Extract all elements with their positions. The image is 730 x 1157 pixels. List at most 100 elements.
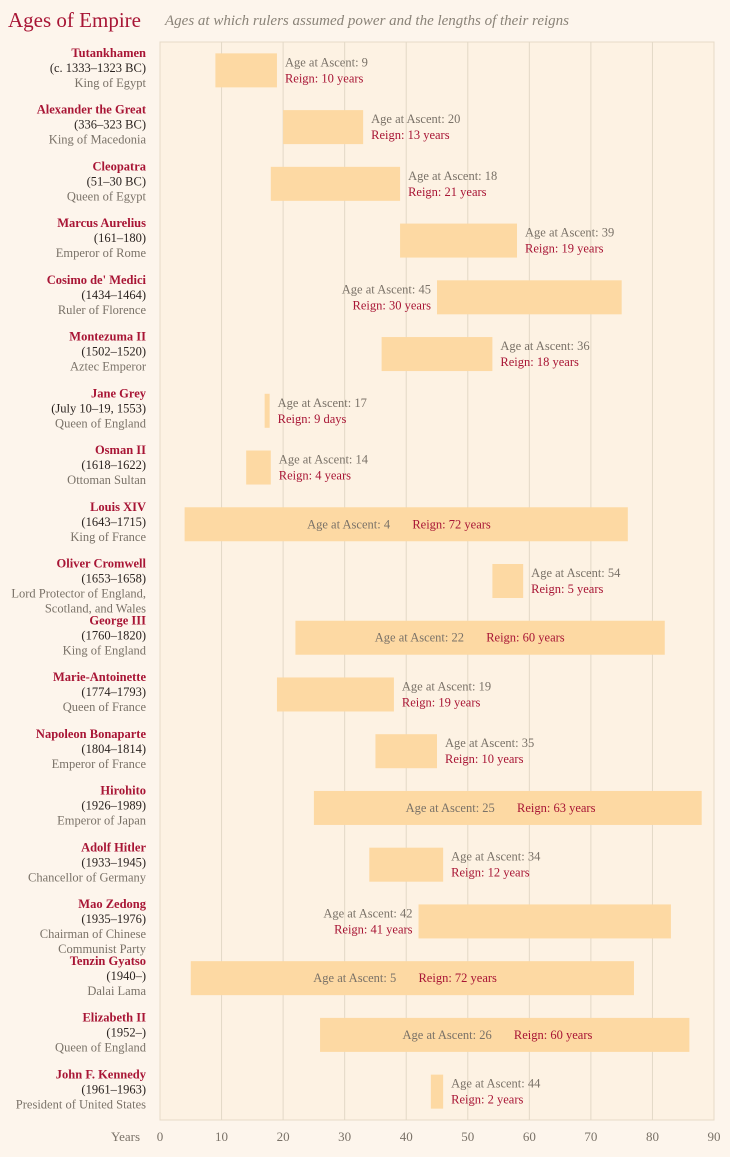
ruler-role: King of France: [70, 530, 146, 544]
bar: [276, 677, 394, 712]
ascent-label: Age at Ascent: 35: [445, 736, 534, 750]
ruler-name: Cleopatra: [93, 159, 147, 173]
reign-label: Reign: 60 years: [486, 631, 565, 645]
ruler-dates: (1618–1622): [81, 458, 146, 472]
x-axis-label: Years: [111, 1129, 140, 1144]
ascent-label: Age at Ascent: 14: [279, 453, 369, 467]
ruler-dates: (July 10–19, 1553): [51, 401, 146, 415]
bars: [184, 53, 702, 1109]
ruler-role: Queen of Egypt: [67, 189, 147, 203]
ruler-name: Hirohito: [100, 784, 146, 798]
bar: [369, 847, 444, 882]
reign-label: Reign: 5 years: [531, 582, 603, 596]
ruler-dates: (1933–1945): [81, 855, 146, 869]
x-tick-label: 70: [584, 1129, 597, 1144]
reign-label: Reign: 19 years: [525, 242, 604, 256]
ruler-role: President of United States: [16, 1097, 146, 1111]
x-tick-label: 10: [215, 1129, 228, 1144]
ruler-name: Marie-Antoinette: [53, 670, 146, 684]
ascent-label: Age at Ascent: 17: [278, 396, 367, 410]
ascent-label: Age at Ascent: 22: [375, 631, 464, 645]
reign-label: Reign: 13 years: [371, 128, 450, 142]
ruler-name: Marcus Aurelius: [57, 216, 146, 230]
bar: [418, 904, 671, 939]
ruler-name: Jane Grey: [91, 386, 147, 400]
ruler-dates: (1653–1658): [81, 572, 146, 586]
ruler-dates: (51–30 BC): [87, 174, 146, 188]
ruler-name: Tenzin Gyatso: [70, 954, 146, 968]
x-tick-label: 0: [157, 1129, 164, 1144]
x-tick-label: 50: [461, 1129, 474, 1144]
ruler-dates: (1804–1814): [81, 742, 146, 756]
ruler-name: Montezuma II: [69, 330, 146, 344]
ruler-name: Elizabeth II: [82, 1011, 146, 1025]
x-axis: 0 10 20 30 40 50 60 70 80 90 Years: [111, 1129, 721, 1144]
ruler-dates: (1502–1520): [81, 345, 146, 359]
ascent-label: Age at Ascent: 26: [403, 1028, 492, 1042]
ruler-role: Ottoman Sultan: [67, 473, 147, 487]
ruler-role: Lord Protector of England,: [11, 587, 146, 601]
bar: [283, 110, 364, 145]
ascent-label: Age at Ascent: 9: [285, 55, 368, 69]
reign-label: Reign: 18 years: [500, 355, 579, 369]
ruler-name: Mao Zedong: [78, 897, 146, 911]
ruler-dates: (1952–): [106, 1026, 146, 1040]
reign-label: Reign: 19 years: [402, 695, 481, 709]
bar: [437, 280, 622, 315]
bar: [320, 1017, 690, 1052]
x-tick-label: 20: [277, 1129, 290, 1144]
ascent-label: Age at Ascent: 4: [307, 517, 391, 531]
bar: [375, 734, 437, 769]
ruler-role: Queen of France: [63, 700, 147, 714]
ruler-name: Alexander the Great: [37, 103, 147, 117]
ruler-role: King of Egypt: [74, 76, 146, 90]
ruler-role: Aztec Emperor: [70, 360, 147, 374]
ruler-dates: (1961–1963): [81, 1082, 146, 1096]
row-labels: Tutankhamen(c. 1333–1323 BC)King of Egyp…: [11, 46, 621, 1111]
ruler-role: King of England: [63, 643, 147, 657]
ruler-name: Napoleon Bonaparte: [36, 727, 147, 741]
x-tick-label: 60: [523, 1129, 536, 1144]
reign-label: Reign: 12 years: [451, 866, 530, 880]
ruler-role: Communist Party: [58, 942, 147, 956]
reign-label: Reign: 9 days: [278, 412, 347, 426]
reign-label: Reign: 63 years: [517, 801, 596, 815]
ruler-name: Louis XIV: [90, 500, 146, 514]
ruler-role: Queen of England: [55, 1041, 147, 1055]
reign-label: Reign: 41 years: [334, 922, 413, 936]
reign-label: Reign: 10 years: [445, 752, 524, 766]
bar: [400, 223, 518, 258]
bar: [190, 961, 634, 996]
ruler-name: Tutankhamen: [71, 46, 146, 60]
ascent-label: Age at Ascent: 25: [406, 801, 495, 815]
ruler-dates: (1643–1715): [81, 515, 146, 529]
reign-label: Reign: 2 years: [451, 1093, 523, 1107]
ascent-label: Age at Ascent: 5: [313, 971, 396, 985]
ascent-label: Age at Ascent: 19: [402, 679, 491, 693]
bar: [215, 53, 277, 88]
ruler-role: Ruler of Florence: [58, 303, 147, 317]
ascent-label: Age at Ascent: 18: [408, 169, 497, 183]
ascent-label: Age at Ascent: 20: [371, 112, 460, 126]
reign-label: Reign: 30 years: [353, 298, 432, 312]
bar: [492, 564, 524, 598]
ruler-dates: (336–323 BC): [74, 118, 146, 132]
ruler-role: Chancellor of Germany: [28, 870, 147, 884]
ruler-name: Osman II: [95, 443, 146, 457]
ruler-role: Chairman of Chinese: [40, 927, 147, 941]
ruler-name: Cosimo de' Medici: [47, 273, 147, 287]
ruler-role: Emperor of France: [52, 757, 147, 771]
x-tick-label: 90: [708, 1129, 721, 1144]
bar: [295, 620, 665, 655]
ruler-role: King of Macedonia: [49, 133, 147, 147]
ruler-dates: (1940–): [106, 969, 146, 983]
reign-label: Reign: 72 years: [418, 971, 497, 985]
chart-subtitle: Ages at which rulers assumed power and t…: [165, 13, 570, 29]
chart-title: Ages of Empire: [8, 8, 141, 32]
x-tick-label: 40: [400, 1129, 413, 1144]
ruler-dates: (161–180): [94, 231, 146, 245]
ruler-dates: (1434–1464): [81, 288, 146, 302]
reign-label: Reign: 72 years: [412, 517, 491, 531]
bar: [313, 790, 702, 825]
